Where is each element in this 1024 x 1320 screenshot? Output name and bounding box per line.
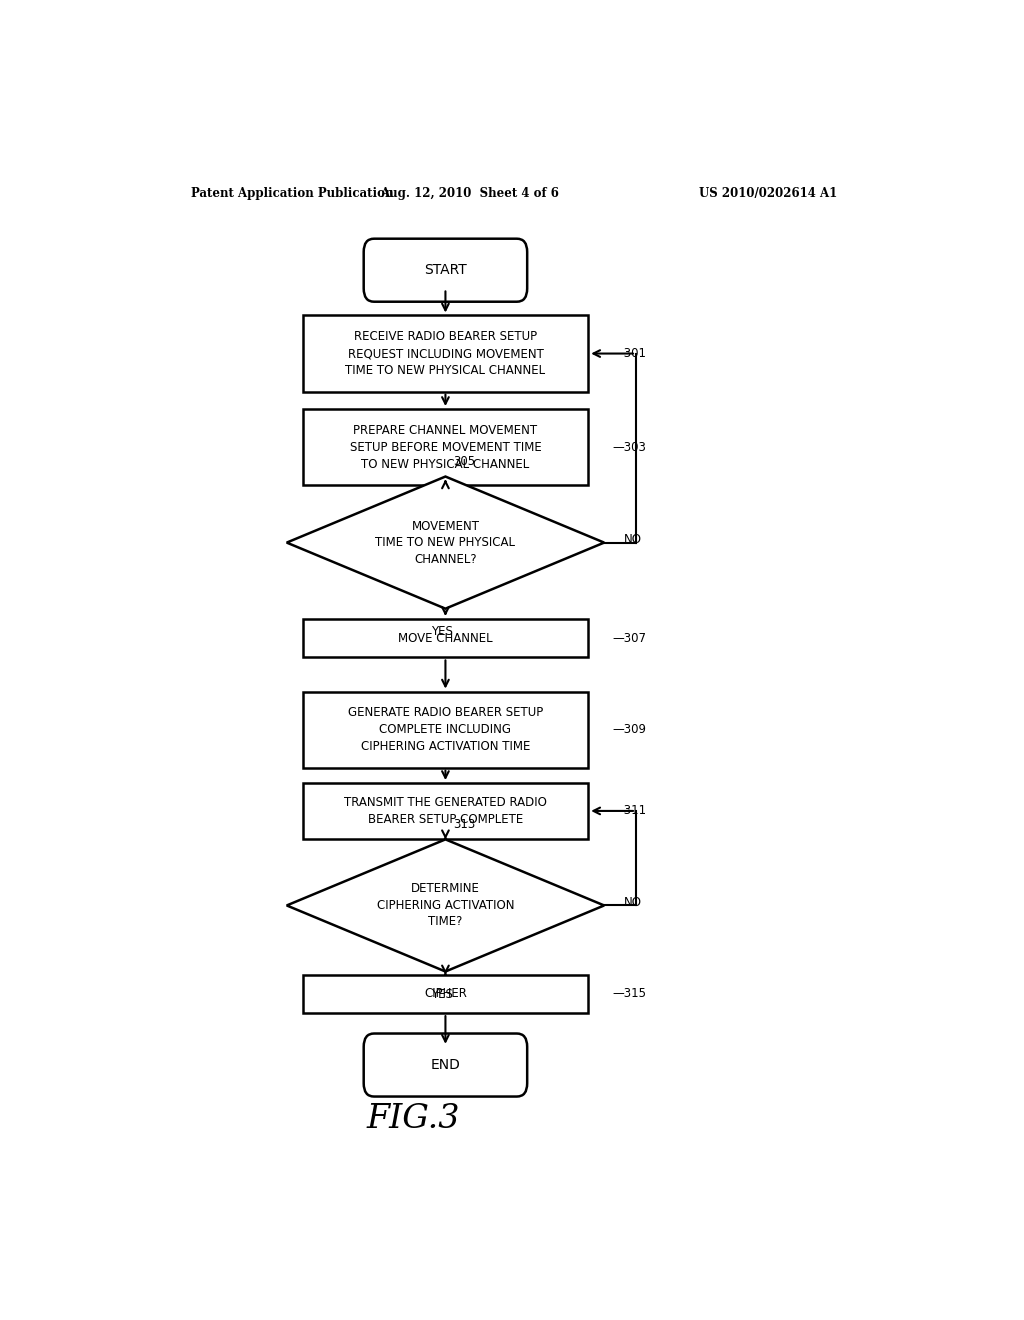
Polygon shape bbox=[287, 477, 604, 609]
Text: —307: —307 bbox=[612, 632, 646, 644]
Text: MOVEMENT
TIME TO NEW PHYSICAL
CHANNEL?: MOVEMENT TIME TO NEW PHYSICAL CHANNEL? bbox=[376, 520, 515, 565]
Text: YES: YES bbox=[430, 624, 453, 638]
Text: —315: —315 bbox=[612, 987, 646, 1001]
Text: 313: 313 bbox=[454, 818, 475, 832]
Bar bbox=[303, 619, 588, 657]
Text: NO: NO bbox=[624, 896, 642, 909]
Text: PREPARE CHANNEL MOVEMENT
SETUP BEFORE MOVEMENT TIME
TO NEW PHYSICAL CHANNEL: PREPARE CHANNEL MOVEMENT SETUP BEFORE MO… bbox=[349, 424, 542, 470]
Text: RECEIVE RADIO BEARER SETUP
REQUEST INCLUDING MOVEMENT
TIME TO NEW PHYSICAL CHANN: RECEIVE RADIO BEARER SETUP REQUEST INCLU… bbox=[345, 330, 546, 378]
Bar bbox=[303, 315, 588, 392]
Text: NO: NO bbox=[624, 533, 642, 546]
Text: Aug. 12, 2010  Sheet 4 of 6: Aug. 12, 2010 Sheet 4 of 6 bbox=[380, 187, 559, 201]
Text: —303: —303 bbox=[612, 441, 646, 454]
Text: —311: —311 bbox=[612, 804, 646, 817]
FancyBboxPatch shape bbox=[364, 239, 527, 302]
Polygon shape bbox=[287, 840, 604, 972]
Text: DETERMINE
CIPHERING ACTIVATION
TIME?: DETERMINE CIPHERING ACTIVATION TIME? bbox=[377, 883, 514, 928]
Text: GENERATE RADIO BEARER SETUP
COMPLETE INCLUDING
CIPHERING ACTIVATION TIME: GENERATE RADIO BEARER SETUP COMPLETE INC… bbox=[348, 706, 543, 754]
Text: US 2010/0202614 A1: US 2010/0202614 A1 bbox=[699, 187, 838, 201]
Bar bbox=[303, 783, 588, 840]
Bar bbox=[303, 409, 588, 486]
Text: YES: YES bbox=[430, 987, 453, 1001]
Text: FIG.3: FIG.3 bbox=[367, 1104, 461, 1135]
Text: START: START bbox=[424, 263, 467, 277]
Text: —301: —301 bbox=[612, 347, 646, 360]
Text: END: END bbox=[430, 1059, 461, 1072]
Text: TRANSMIT THE GENERATED RADIO
BEARER SETUP COMPLETE: TRANSMIT THE GENERATED RADIO BEARER SETU… bbox=[344, 796, 547, 826]
Text: Patent Application Publication: Patent Application Publication bbox=[191, 187, 394, 201]
Text: 305: 305 bbox=[454, 455, 475, 469]
Text: CIPHER: CIPHER bbox=[424, 987, 467, 1001]
Text: MOVE CHANNEL: MOVE CHANNEL bbox=[398, 632, 493, 644]
Text: —309: —309 bbox=[612, 723, 646, 737]
Bar bbox=[303, 974, 588, 1014]
FancyBboxPatch shape bbox=[364, 1034, 527, 1097]
Bar bbox=[303, 692, 588, 768]
